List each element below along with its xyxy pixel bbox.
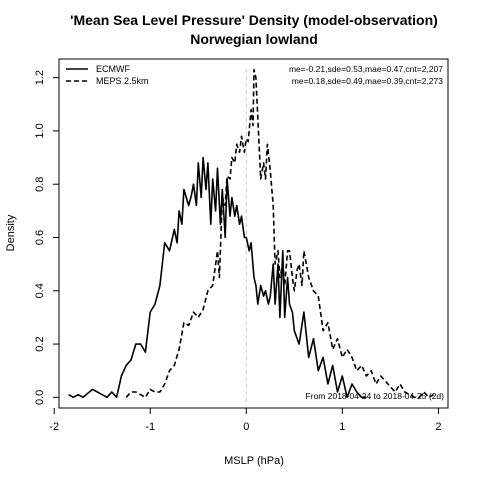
x-tick-label-1: -1 (145, 421, 155, 433)
y-tick-label-3: 0.6 (34, 230, 46, 245)
series-line-ecmwf (68, 156, 367, 399)
chart-subtitle: Norwegian lowland (190, 31, 318, 47)
legend: ECMWF MEPS 2.5km (66, 64, 149, 86)
plot-frame (58, 58, 449, 409)
x-tick-label-0: -2 (49, 421, 59, 433)
x-tick-label-4: 2 (435, 421, 441, 433)
y-axis: 0.0 0.2 0.4 0.6 0.8 1.0 1.2 (34, 70, 59, 405)
y-tick-label-4: 0.8 (34, 177, 46, 192)
y-tick-label-0: 0.0 (34, 390, 46, 405)
y-tick-label-2: 0.4 (34, 283, 46, 298)
x-tick-label-3: 1 (339, 421, 345, 433)
legend-label-ecmwf: ECMWF (96, 64, 130, 74)
x-axis-label: MSLP (hPa) (224, 455, 284, 467)
stats-meps: me=0.18,sde=0.49,mae=0.39,cnt=2,273 (292, 76, 444, 86)
x-axis: -2 -1 0 1 2 (49, 408, 441, 433)
date-range-annotation: From 2018-04-24 to 2018-04-25 (2d) (306, 391, 445, 401)
y-tick-label-1: 0.2 (34, 336, 46, 351)
chart-title: 'Mean Sea Level Pressure' Density (model… (70, 12, 438, 28)
stats-ecmwf: me=-0.21,sde=0.53,mae=0.47,cnt=2,207 (289, 64, 443, 74)
x-tick-label-2: 0 (243, 421, 249, 433)
series-line-meps-2-5km (125, 68, 434, 399)
y-tick-label-5: 1.0 (34, 123, 46, 138)
stats-block: me=-0.21,sde=0.53,mae=0.47,cnt=2,207 me=… (289, 64, 443, 86)
series-layer (68, 68, 434, 399)
y-tick-label-6: 1.2 (34, 70, 46, 85)
legend-label-meps: MEPS 2.5km (96, 76, 149, 86)
y-axis-label: Density (5, 214, 17, 251)
